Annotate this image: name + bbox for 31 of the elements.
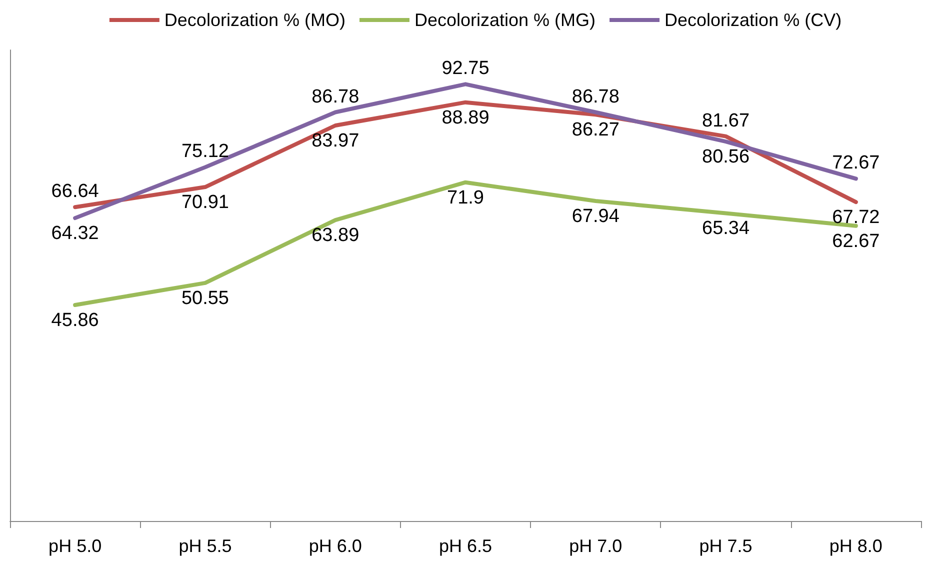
- data-label: 86.27: [572, 120, 620, 141]
- data-label: 86.78: [312, 86, 360, 108]
- data-label: 65.34: [702, 218, 750, 240]
- data-label: 63.89: [312, 225, 360, 246]
- legend-label: Decolorization % (MO): [164, 10, 346, 30]
- data-label: 66.64: [51, 181, 100, 202]
- data-label: 83.97: [312, 130, 360, 152]
- x-tick-label: pH 5.5: [178, 536, 232, 556]
- x-tick-label: pH 7.0: [569, 536, 622, 556]
- x-tick-label: pH 5.0: [48, 536, 102, 556]
- data-label: 80.56: [702, 146, 750, 168]
- data-label: 75.12: [181, 141, 229, 162]
- x-tick-label: pH 7.5: [699, 536, 752, 556]
- data-label: 45.86: [51, 310, 99, 331]
- data-label: 67.72: [832, 207, 880, 228]
- data-label: 86.78: [572, 86, 620, 108]
- data-label: 70.91: [181, 192, 229, 214]
- x-tick-label: pH 6.0: [308, 536, 362, 556]
- x-tick-label: pH 6.5: [438, 536, 492, 556]
- data-label: 92.75: [442, 58, 490, 80]
- data-label: 81.67: [702, 110, 750, 132]
- legend-label: Decolorization % (CV): [664, 10, 842, 30]
- data-label: 67.94: [572, 206, 620, 228]
- data-label: 64.32: [51, 223, 99, 244]
- data-label: 88.89: [442, 107, 490, 128]
- x-tick-label: pH 8.0: [829, 536, 882, 556]
- data-label: 72.67: [832, 152, 880, 174]
- data-label: 50.55: [181, 288, 229, 309]
- data-label: 62.67: [832, 230, 880, 252]
- legend-label: Decolorization % (MG): [414, 10, 596, 30]
- data-label: 71.9: [447, 187, 484, 208]
